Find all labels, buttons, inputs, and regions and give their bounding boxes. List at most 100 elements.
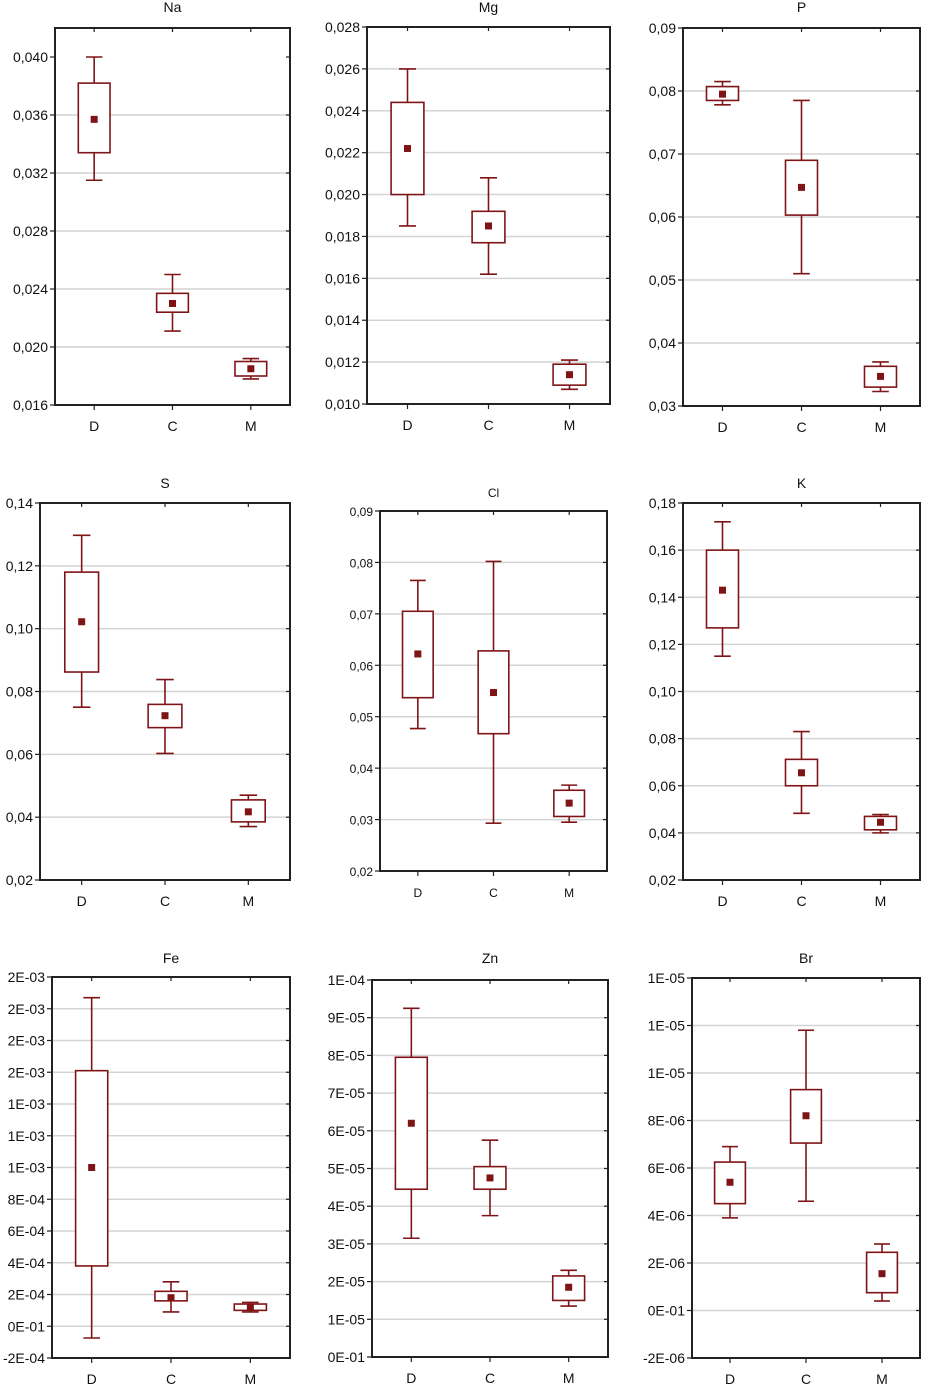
y-tick-label: 0,03	[649, 398, 676, 414]
mean-marker	[88, 1164, 96, 1171]
box-m	[863, 813, 898, 834]
box-c	[471, 177, 506, 275]
y-tick-label: 1E-05	[648, 970, 686, 986]
y-tick-label: 0,04	[649, 825, 676, 841]
mean-marker	[877, 818, 884, 826]
mean-marker	[78, 618, 86, 626]
y-tick-label: 0,12	[6, 558, 33, 574]
x-tick-label: D	[717, 419, 727, 435]
y-tick-label: 0,05	[350, 711, 374, 725]
chart-panel-na: Na 0,016 0,020 0,024 0,028 0,032 0,036 0,040 D C M	[13, 0, 291, 434]
y-tick-label: -2E-04	[3, 1350, 45, 1366]
y-tick-label: 0,10	[6, 621, 33, 637]
x-tick-label: D	[406, 1370, 416, 1385]
box-m	[234, 357, 268, 380]
box-d	[705, 521, 740, 657]
chart-panel-zn: Zn 0E-01 1E-05 2E-05 3E-05 4E-05 5E-05 6E-05 7E-…	[328, 950, 609, 1385]
box-m	[230, 794, 267, 828]
y-tick-label: 1E-05	[328, 1311, 366, 1327]
x-tick-label: M	[245, 418, 257, 434]
mean-marker	[169, 300, 176, 307]
chart-title: Mg	[479, 0, 498, 15]
x-tick-label: D	[717, 893, 727, 909]
box-d	[63, 534, 100, 709]
y-tick-label: 0,02	[649, 872, 676, 888]
box-d	[705, 80, 740, 106]
x-tick-label: C	[489, 886, 498, 900]
y-tick-label: 0,04	[649, 335, 676, 351]
y-tick-label: 2E-03	[8, 1033, 46, 1049]
box-m	[863, 361, 898, 393]
y-tick-label: 0,07	[350, 608, 374, 622]
y-tick-label: 0,12	[649, 636, 676, 652]
chart-panel-br: Br -2E-06 0E-01 2E-06 4E-06 6E-06 8E-06 1E-05 1E…	[643, 950, 921, 1385]
mean-marker	[407, 1119, 415, 1127]
y-tick-label: 0,08	[6, 684, 33, 700]
y-tick-label: 0,036	[13, 107, 48, 123]
x-tick-label: C	[166, 1371, 176, 1385]
mean-marker	[167, 1294, 175, 1302]
box-d	[401, 579, 434, 730]
box-c	[789, 1029, 823, 1203]
y-tick-label: 0,022	[325, 145, 360, 161]
y-tick-label: 0,06	[649, 778, 676, 794]
x-tick-label: C	[160, 893, 170, 909]
y-tick-label: 0,07	[649, 146, 676, 162]
box-c	[154, 1281, 188, 1313]
y-tick-label: 0,14	[6, 495, 33, 511]
y-tick-label: 0,024	[325, 103, 360, 119]
y-tick-label: 8E-05	[328, 1047, 366, 1063]
chart-panel-mg: Mg 0,010 0,012 0,014 0,016 0,018 0,020 0,022 0,0…	[325, 0, 611, 433]
box-d	[390, 68, 425, 227]
y-tick-label: 0,016	[325, 270, 360, 286]
y-tick-label: 2E-04	[8, 1287, 46, 1303]
mean-marker	[486, 1174, 494, 1182]
y-tick-label: 4E-04	[8, 1255, 46, 1271]
y-tick-label: 0,08	[350, 556, 374, 570]
x-tick-label: D	[87, 1371, 97, 1385]
y-tick-label: 0,032	[13, 165, 48, 181]
y-tick-label: 0,03	[350, 814, 374, 828]
x-tick-label: C	[485, 1370, 495, 1385]
y-tick-label: 0,040	[13, 49, 48, 65]
chart-title: Br	[799, 950, 813, 966]
y-tick-label: 0E-01	[648, 1303, 686, 1319]
y-tick-label: 2E-03	[8, 1064, 46, 1080]
y-tick-label: 0,08	[649, 83, 676, 99]
x-tick-label: M	[564, 417, 576, 433]
y-tick-label: 0,010	[325, 396, 360, 412]
y-tick-label: 7E-05	[328, 1085, 366, 1101]
x-tick-label: M	[563, 1370, 575, 1385]
x-tick-label: M	[876, 1371, 888, 1385]
y-tick-label: 5E-05	[328, 1161, 366, 1177]
y-tick-label: 1E-04	[328, 972, 366, 988]
box-c	[477, 560, 510, 824]
y-tick-label: 0,016	[13, 397, 48, 413]
mean-marker	[719, 586, 726, 594]
y-tick-label: -2E-06	[643, 1350, 685, 1366]
y-tick-label: 0,02	[6, 872, 33, 888]
y-tick-label: 8E-06	[648, 1113, 686, 1129]
box-m	[553, 784, 586, 823]
box-rect	[390, 101, 425, 196]
y-tick-label: 0,020	[13, 339, 48, 355]
box-d	[74, 996, 109, 1339]
y-tick-label: 0,18	[649, 495, 676, 511]
y-tick-label: 0,06	[350, 659, 374, 673]
y-tick-label: 6E-06	[648, 1160, 686, 1176]
mean-marker	[565, 799, 573, 807]
chart-title: K	[797, 475, 807, 491]
mean-marker	[726, 1178, 734, 1186]
y-tick-label: 0,10	[649, 684, 676, 700]
x-tick-label: D	[725, 1371, 735, 1385]
mean-marker	[566, 371, 573, 379]
y-tick-label: 0,06	[649, 209, 676, 225]
y-tick-label: 6E-05	[328, 1123, 366, 1139]
mean-marker	[802, 1112, 810, 1120]
y-tick-label: 9E-05	[328, 1010, 366, 1026]
mean-marker	[565, 1283, 573, 1291]
mean-marker	[246, 1303, 254, 1311]
mean-marker	[247, 365, 255, 373]
y-tick-label: 1E-05	[648, 1018, 686, 1034]
y-tick-label: 1E-03	[8, 1128, 46, 1144]
